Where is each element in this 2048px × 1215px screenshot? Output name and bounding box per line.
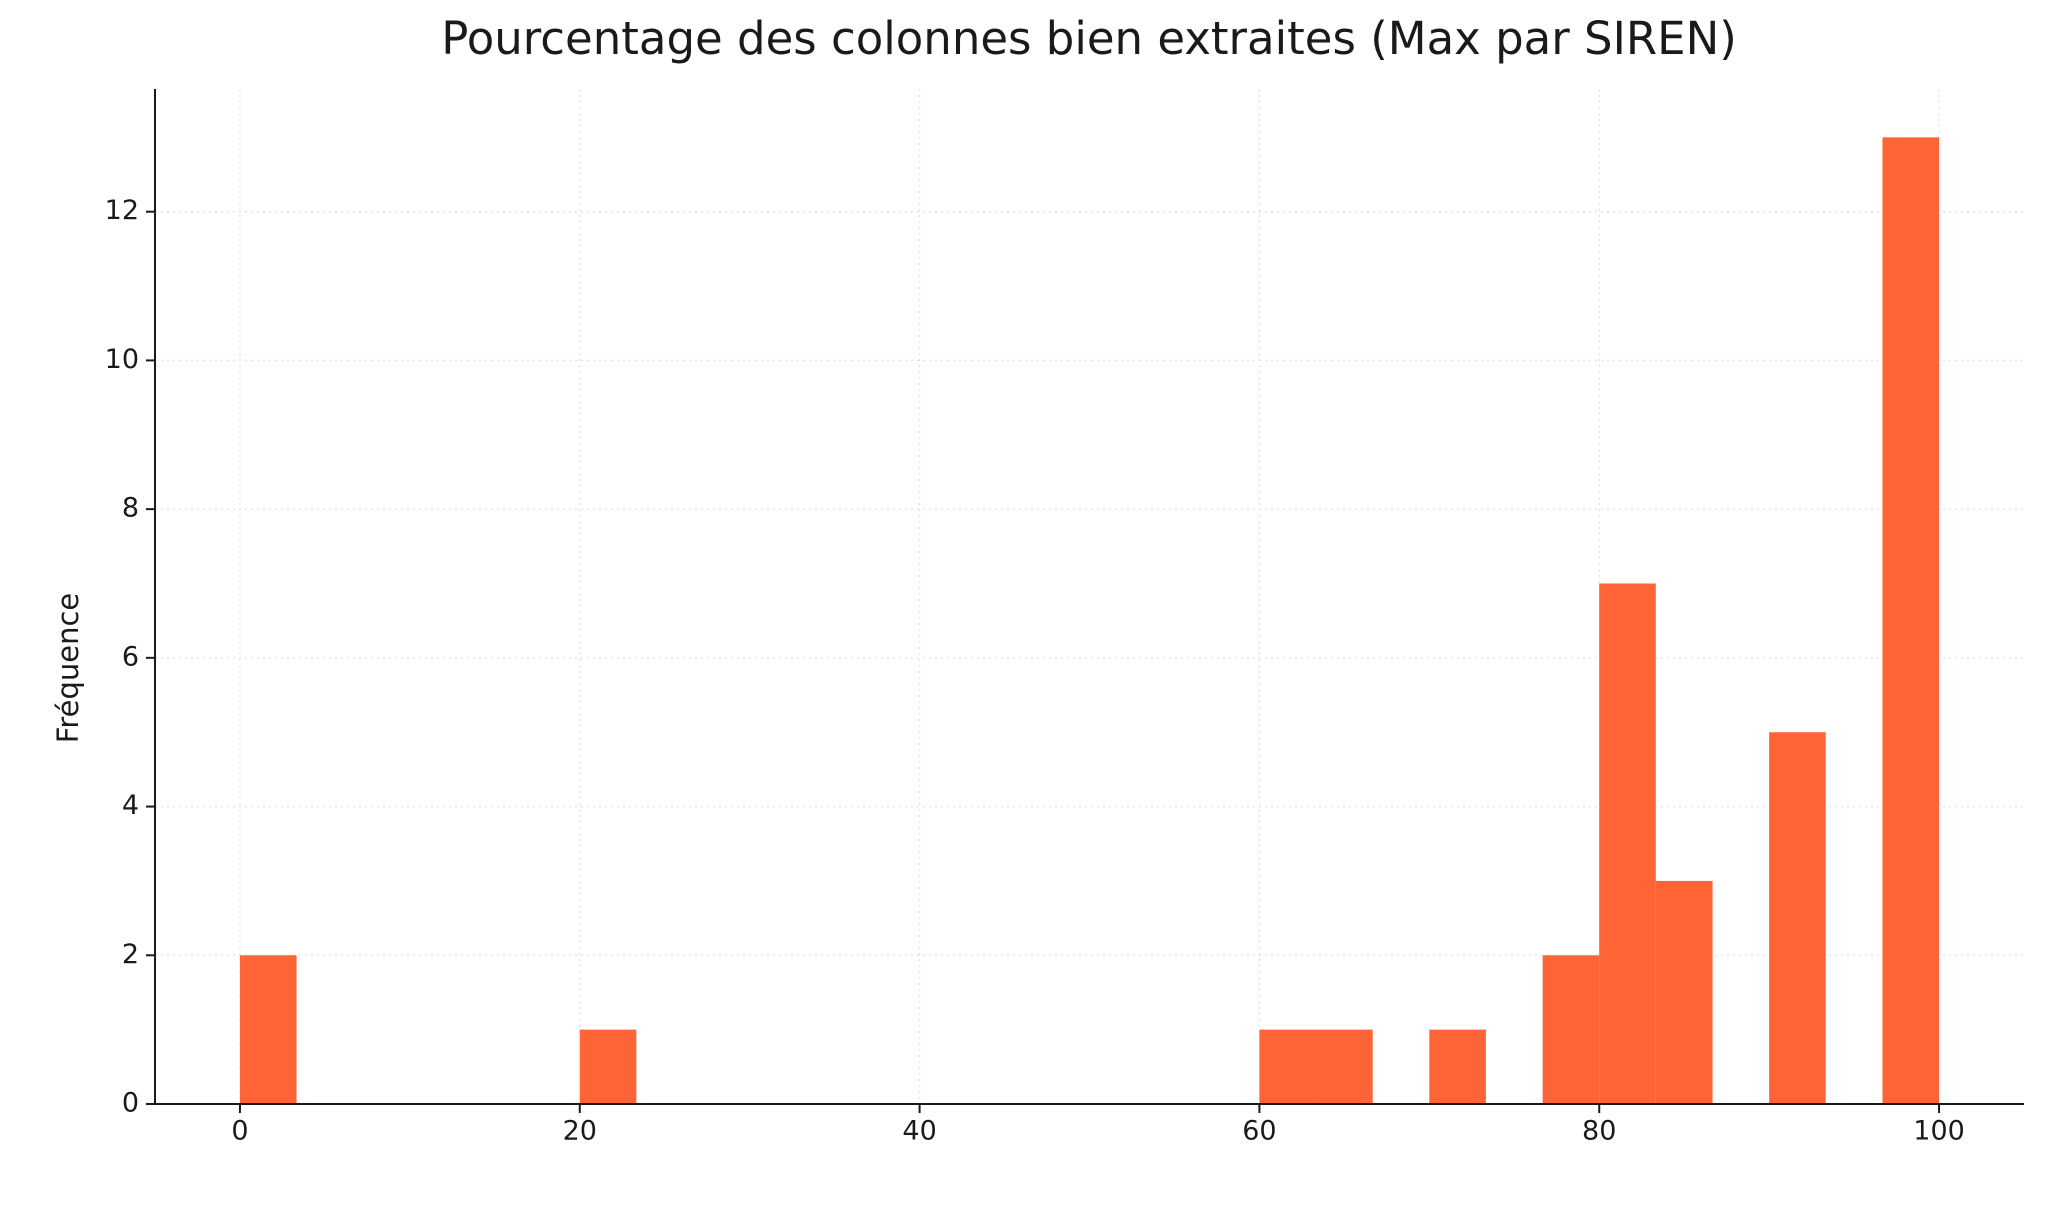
bar — [1882, 137, 1940, 1105]
bar — [1259, 1029, 1316, 1104]
bar — [1542, 955, 1600, 1104]
x-tick-label: 80 — [1582, 1116, 1616, 1147]
y-tick-label: 10 — [105, 344, 139, 375]
y-tick-label: 6 — [122, 641, 139, 672]
bar — [1315, 1029, 1373, 1104]
bar — [1655, 880, 1713, 1104]
bar — [1769, 732, 1826, 1104]
y-axis-label: Fréquence — [51, 593, 85, 744]
bar — [579, 1029, 637, 1104]
x-tick-label: 100 — [1913, 1116, 1965, 1147]
y-tick-label: 4 — [122, 790, 139, 821]
y-tick-label: 2 — [122, 939, 139, 970]
bar — [239, 955, 297, 1104]
x-tick-label: 20 — [563, 1116, 597, 1147]
x-tick-label: 60 — [1242, 1116, 1276, 1147]
bar — [1599, 583, 1656, 1104]
chart-title: Pourcentage des colonnes bien extraites … — [441, 12, 1737, 65]
bar — [1429, 1029, 1486, 1104]
x-tick-label: 0 — [231, 1116, 248, 1147]
x-tick-label: 40 — [902, 1116, 936, 1147]
y-tick-label: 12 — [105, 195, 139, 226]
y-tick-label: 0 — [122, 1088, 139, 1119]
y-tick-label: 8 — [122, 493, 139, 524]
